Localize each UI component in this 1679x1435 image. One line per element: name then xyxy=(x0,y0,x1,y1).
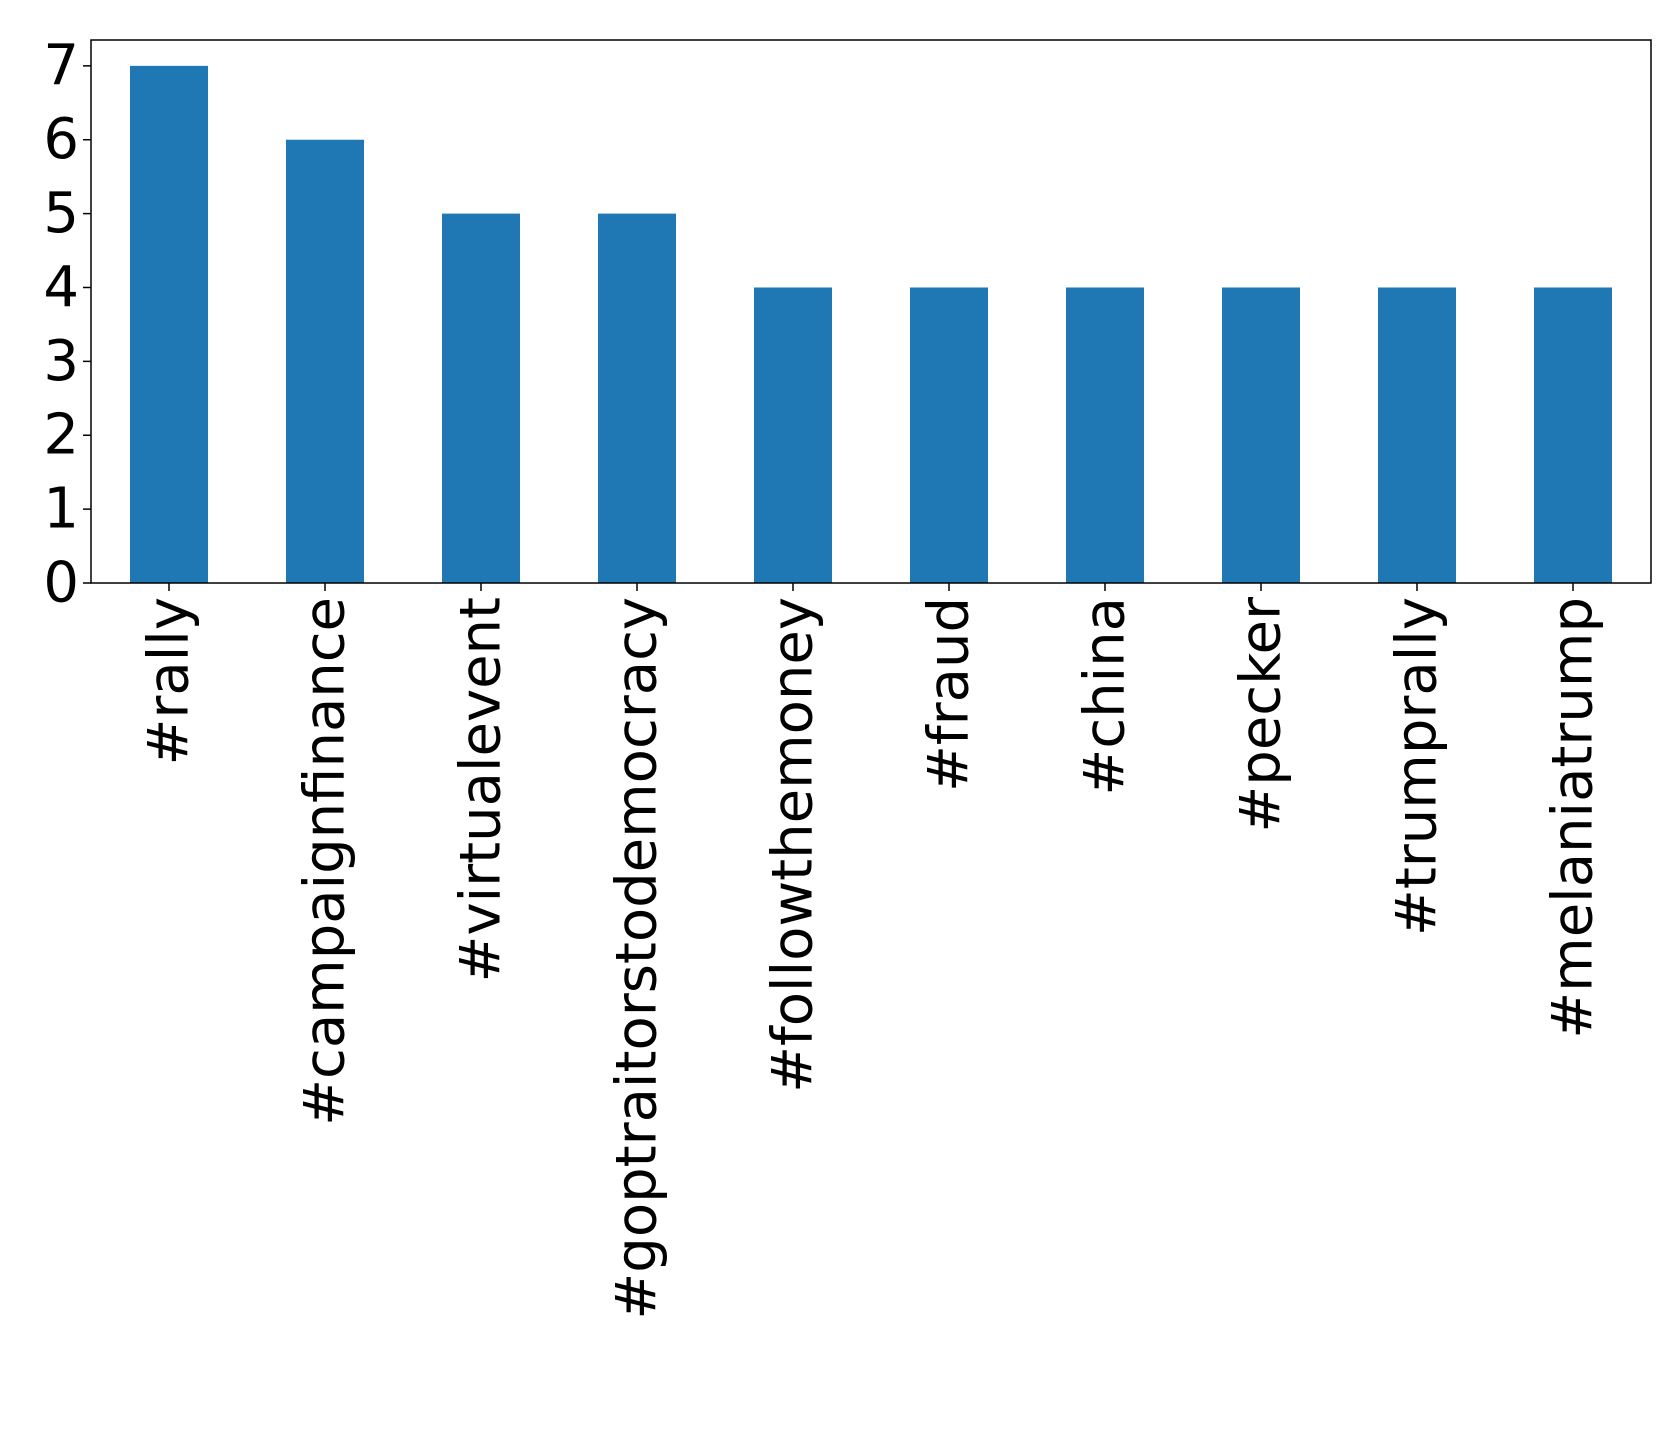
x-tick-label: #virtualevent xyxy=(449,597,514,982)
y-tick-label: 1 xyxy=(43,477,79,542)
bar xyxy=(1378,287,1456,583)
bar xyxy=(910,287,988,583)
bar xyxy=(1066,287,1144,583)
x-tick-label: #china xyxy=(1073,597,1138,796)
bar xyxy=(1222,287,1300,583)
bar xyxy=(442,213,520,583)
x-tick-label: #followthemoney xyxy=(761,597,826,1093)
bar xyxy=(1534,287,1612,583)
y-tick-label: 3 xyxy=(43,329,79,394)
y-tick-label: 7 xyxy=(43,33,79,98)
y-axis: 0 1 2 3 4 5 6 7 xyxy=(43,33,91,616)
bar xyxy=(286,139,364,584)
y-tick-label: 2 xyxy=(43,403,79,468)
plot-frame xyxy=(90,39,1652,584)
x-tick-label: #goptraitorstodemocracy xyxy=(605,597,670,1320)
x-tick-label: #campaignfinance xyxy=(293,597,358,1126)
x-tick-label: #pecker xyxy=(1229,596,1294,833)
y-tick-label: 6 xyxy=(43,107,79,172)
bars-group xyxy=(130,65,1612,584)
x-tick-label: #trumprally xyxy=(1385,597,1450,936)
x-tick-label: #fraud xyxy=(917,597,982,792)
bar xyxy=(130,65,208,584)
y-tick-label: 5 xyxy=(43,181,79,246)
bar xyxy=(598,213,676,583)
y-tick-label: 4 xyxy=(43,255,79,320)
x-tick-label: #rally xyxy=(137,597,202,766)
y-tick-label: 0 xyxy=(43,551,79,616)
x-tick-label: #melaniatrump xyxy=(1541,597,1606,1039)
bar xyxy=(754,287,832,583)
x-axis: #rally #campaignfinance #virtualevent #gopt… xyxy=(137,583,1606,1320)
